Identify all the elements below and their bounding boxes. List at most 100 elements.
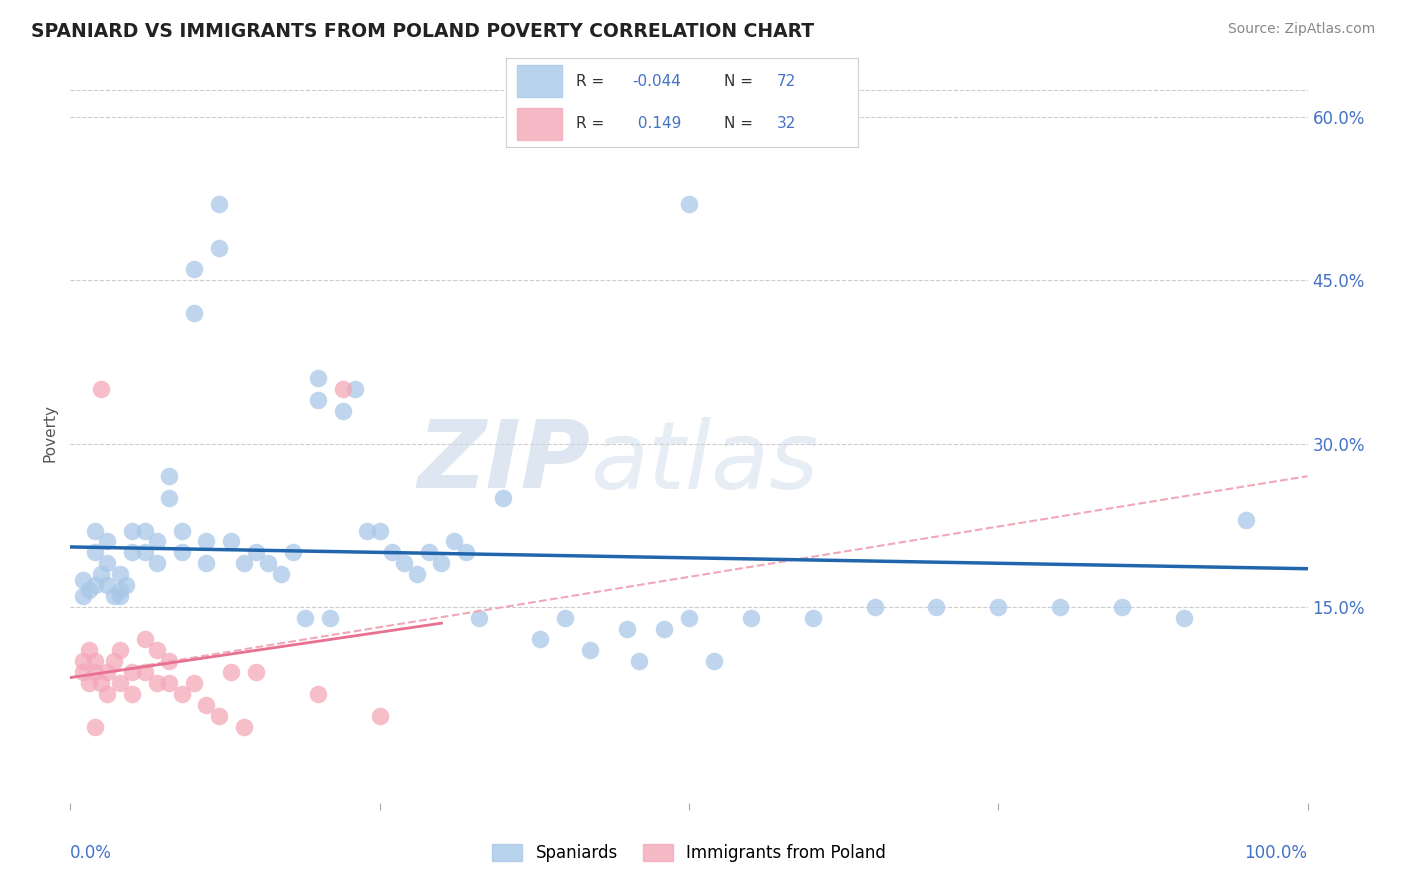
Point: [108, 567, 131, 582]
Point: [219, 665, 242, 680]
Point: [108, 583, 131, 598]
Text: 32: 32: [778, 117, 796, 131]
Point: [170, 687, 193, 701]
Point: [616, 622, 638, 636]
Text: 0.0%: 0.0%: [70, 844, 112, 862]
Point: [96, 665, 118, 680]
Point: [652, 622, 675, 636]
Point: [103, 589, 125, 603]
Point: [232, 720, 254, 734]
Point: [77, 643, 100, 657]
Point: [232, 556, 254, 570]
Point: [146, 534, 169, 549]
Text: R =: R =: [576, 74, 605, 88]
Point: [368, 524, 391, 538]
Point: [121, 545, 143, 559]
Point: [925, 599, 948, 614]
Point: [492, 491, 515, 505]
Point: [134, 545, 156, 559]
Point: [294, 611, 316, 625]
Text: N =: N =: [724, 74, 754, 88]
Text: N =: N =: [724, 117, 754, 131]
Point: [84, 665, 107, 680]
Point: [108, 589, 131, 603]
Point: [987, 599, 1010, 614]
Text: atlas: atlas: [591, 417, 818, 508]
Point: [219, 534, 242, 549]
Point: [678, 611, 700, 625]
Point: [157, 654, 180, 668]
Point: [529, 632, 551, 647]
Point: [208, 240, 231, 255]
Point: [157, 491, 180, 505]
Point: [146, 556, 169, 570]
Point: [134, 632, 156, 647]
Point: [157, 469, 180, 483]
Point: [1049, 599, 1071, 614]
Legend: Spaniards, Immigrants from Poland: Spaniards, Immigrants from Poland: [485, 837, 893, 869]
Point: [72, 573, 94, 587]
Point: [183, 262, 205, 277]
Text: Source: ZipAtlas.com: Source: ZipAtlas.com: [1227, 22, 1375, 37]
Point: [195, 698, 218, 712]
Point: [245, 665, 267, 680]
Point: [319, 611, 342, 625]
Point: [332, 404, 354, 418]
Text: 0.149: 0.149: [633, 117, 681, 131]
Point: [307, 371, 329, 385]
Point: [740, 611, 762, 625]
Point: [368, 708, 391, 723]
Point: [121, 687, 143, 701]
Point: [257, 556, 280, 570]
Point: [356, 524, 378, 538]
Point: [1173, 611, 1195, 625]
Point: [467, 611, 489, 625]
Text: SPANIARD VS IMMIGRANTS FROM POLAND POVERTY CORRELATION CHART: SPANIARD VS IMMIGRANTS FROM POLAND POVER…: [31, 22, 814, 41]
Point: [307, 687, 329, 701]
Point: [77, 676, 100, 690]
Point: [430, 556, 453, 570]
Point: [121, 665, 143, 680]
Text: ZIP: ZIP: [418, 417, 591, 508]
Point: [183, 306, 205, 320]
Point: [96, 687, 118, 701]
Point: [307, 392, 329, 407]
Point: [96, 556, 118, 570]
Point: [270, 567, 292, 582]
Point: [443, 534, 465, 549]
Point: [394, 556, 416, 570]
Point: [1234, 513, 1257, 527]
Point: [579, 643, 602, 657]
Point: [418, 545, 440, 559]
Point: [77, 583, 100, 598]
Point: [121, 524, 143, 538]
Point: [72, 665, 94, 680]
Point: [84, 545, 107, 559]
Point: [281, 545, 304, 559]
Bar: [517, 108, 562, 140]
Point: [72, 654, 94, 668]
Point: [84, 720, 107, 734]
Text: 72: 72: [778, 74, 796, 88]
Point: [195, 534, 218, 549]
Point: [456, 545, 478, 559]
Point: [801, 611, 824, 625]
Point: [170, 524, 193, 538]
Point: [405, 567, 427, 582]
Point: [115, 578, 138, 592]
Point: [90, 382, 112, 396]
Point: [195, 556, 218, 570]
Text: -0.044: -0.044: [633, 74, 682, 88]
Point: [183, 676, 205, 690]
Point: [108, 643, 131, 657]
Bar: [517, 65, 562, 97]
Point: [381, 545, 404, 559]
Point: [90, 676, 112, 690]
Point: [84, 654, 107, 668]
Point: [90, 567, 112, 582]
Point: [146, 676, 169, 690]
Point: [84, 578, 107, 592]
Point: [157, 676, 180, 690]
Point: [134, 524, 156, 538]
Point: [103, 654, 125, 668]
